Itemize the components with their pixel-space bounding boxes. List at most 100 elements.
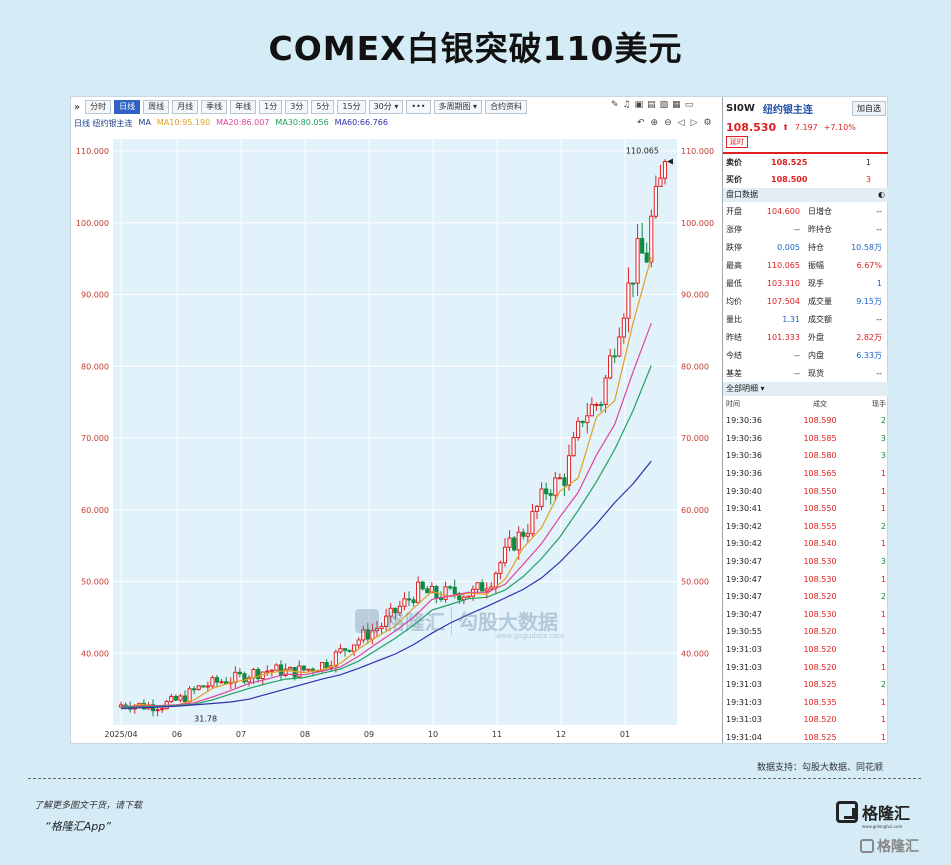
undo-icon[interactable]: ↶: [637, 118, 645, 128]
brand-url: www.gelonghui.com: [862, 824, 903, 829]
candle-body: [269, 669, 274, 672]
price-change-pct: +7.10%: [823, 122, 856, 132]
stat-value: 103.310: [766, 278, 800, 288]
ma-legend: 日线 纽约银主连 MA MA10:95.190 MA20:86.007 MA30…: [74, 118, 388, 130]
period-button[interactable]: 分时: [85, 100, 112, 114]
trade-price: 108.555: [803, 521, 837, 531]
candle-body: [173, 695, 178, 701]
stat-key: 涨停: [726, 224, 742, 234]
candle-body: [182, 695, 188, 703]
stat-value: 107.504: [766, 296, 800, 306]
next-icon[interactable]: ▷: [690, 118, 698, 128]
stat-value: 9.15万: [856, 296, 882, 306]
trades-title[interactable]: 全部明细 ▾: [723, 382, 888, 396]
watermark-divider: [451, 606, 452, 635]
candle-body: [502, 546, 508, 564]
quote-panel: SI0W 纽约银主连 加自选 108.530 ⬆ 7.197 +7.10% 延时…: [722, 97, 888, 743]
corner-logo: 格隆汇: [860, 836, 919, 856]
trade-time: 19:30:47: [726, 574, 762, 584]
prev-icon[interactable]: ◁: [677, 118, 685, 128]
trade-time: 19:30:47: [726, 557, 762, 567]
stat-key: 成交额: [808, 314, 832, 324]
trade-row: 19:30:36 108.590 2: [723, 412, 888, 430]
period-button[interactable]: 多周期图 ▾: [433, 100, 483, 114]
zoom-in-icon[interactable]: ⊕: [650, 118, 659, 128]
contract-code: SI0W: [726, 102, 755, 114]
trade-volume: 3: [880, 451, 886, 461]
alert-bell-icon[interactable]: ♫: [622, 100, 631, 110]
candle-body: [498, 562, 503, 574]
candle-body: [406, 598, 412, 601]
period-button[interactable]: 1分: [259, 100, 283, 114]
contract-name: 纽约银主连: [762, 104, 813, 116]
stat-value: --: [794, 368, 800, 378]
candle-body: [644, 252, 649, 263]
corner-mark-icon: [860, 839, 874, 853]
candle-body: [205, 685, 210, 688]
image-icon[interactable]: ▧: [659, 100, 669, 110]
footer-divider: [28, 778, 921, 779]
stat-key: 最低: [726, 278, 742, 288]
add-watchlist-button[interactable]: 加自选: [852, 100, 886, 116]
period-button[interactable]: 日线: [114, 100, 141, 114]
candle-body: [237, 671, 242, 675]
x-tick-label: 09: [364, 730, 374, 739]
draw-icon[interactable]: ✎: [611, 100, 619, 110]
delay-tag: 延时: [726, 136, 748, 148]
candle-body: [288, 667, 293, 670]
price-change: 7.197: [794, 122, 818, 132]
trade-price: 108.520: [803, 715, 837, 725]
candle-body: [379, 626, 384, 630]
candle-body: [333, 651, 338, 667]
candle-body: [397, 605, 402, 614]
period-button[interactable]: 30分 ▾: [368, 100, 404, 114]
period-button[interactable]: 合约资料: [485, 100, 528, 114]
candle-body: [352, 644, 357, 652]
period-button[interactable]: 年线: [230, 100, 257, 114]
layers-icon[interactable]: ▤: [647, 100, 656, 110]
y-tick-label: 60.000: [81, 506, 109, 515]
trade-volume: 1: [880, 715, 886, 725]
candle-body: [484, 588, 489, 592]
brand-logo: 格隆汇 www.gelonghui.com: [836, 800, 910, 829]
plot-background: [113, 139, 677, 725]
stat-key: 振幅: [808, 260, 824, 270]
y-tick-label-right: 50.000: [681, 578, 709, 587]
candle-body: [178, 695, 183, 701]
screenshot-icon[interactable]: ▣: [634, 100, 644, 110]
trade-price: 108.530: [803, 557, 837, 567]
trade-time: 19:31:03: [726, 645, 762, 655]
candle-body: [374, 628, 380, 632]
trade-volume: 1: [880, 662, 886, 672]
grid-icon[interactable]: ▦: [672, 100, 681, 110]
settings-icon[interactable]: ⚙: [703, 118, 712, 128]
col-time: 时间: [726, 400, 740, 408]
window-icon[interactable]: ▭: [684, 100, 694, 110]
trade-volume: 1: [880, 574, 886, 584]
period-button[interactable]: 月线: [172, 100, 199, 114]
period-button[interactable]: 5分: [311, 100, 335, 114]
collapse-icon[interactable]: ◐: [878, 190, 885, 199]
candle-body: [416, 581, 421, 604]
period-button[interactable]: 3分: [285, 100, 309, 114]
period-button[interactable]: 15分: [337, 100, 366, 114]
candle-body: [649, 215, 654, 263]
period-button[interactable]: 季线: [201, 100, 228, 114]
candle-body: [489, 586, 494, 590]
trade-price: 108.550: [803, 504, 837, 514]
stat-value: 0.005: [777, 242, 800, 252]
trade-row: 19:30:41 108.550 1: [723, 500, 888, 518]
trade-volume: 2: [880, 521, 886, 531]
period-button[interactable]: 周线: [143, 100, 170, 114]
order-book-title: 盘口数据 ◐: [723, 188, 888, 202]
stat-row: 今结 -- 内盘 6.33万: [723, 346, 888, 364]
period-button[interactable]: •••: [406, 100, 431, 114]
trade-row: 19:31:03 108.520 1: [723, 641, 888, 659]
trade-row: 19:30:40 108.550 1: [723, 482, 888, 500]
expand-icon[interactable]: »: [74, 101, 81, 113]
trade-volume: 1: [880, 697, 886, 707]
zoom-out-icon[interactable]: ⊖: [664, 118, 672, 128]
candle-body: [612, 355, 617, 358]
trade-price: 108.520: [803, 645, 837, 655]
trade-volume: 3: [880, 433, 886, 443]
